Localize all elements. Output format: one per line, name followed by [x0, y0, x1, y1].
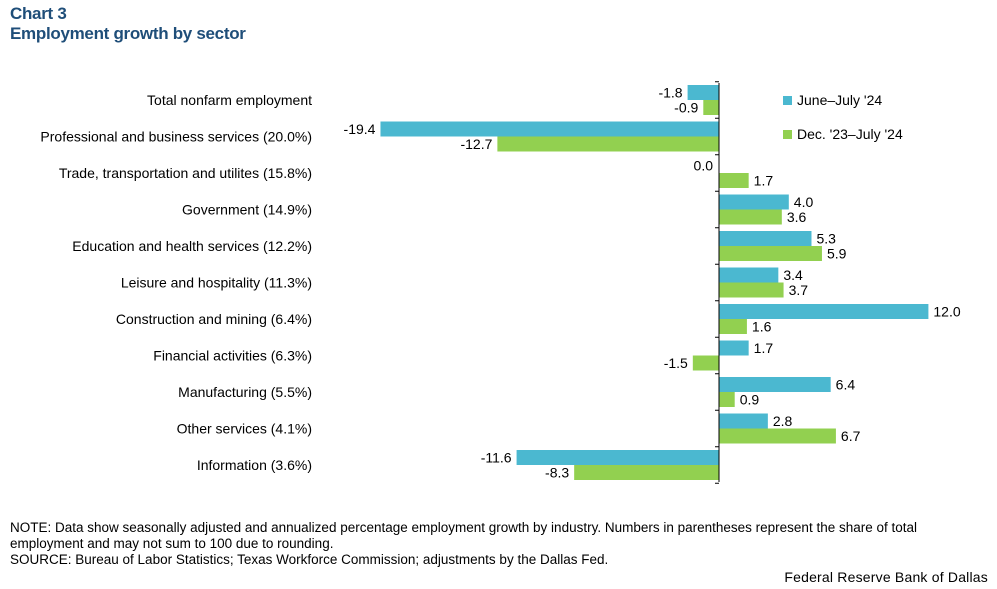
bar-dec-july: [719, 173, 749, 188]
data-label: -1.5: [664, 355, 688, 371]
legend-swatch: [783, 130, 792, 139]
data-label: 4.0: [794, 194, 814, 210]
bar-dec-july: [719, 246, 822, 261]
bar-june-july: [516, 450, 719, 465]
bar-june-july: [719, 377, 831, 392]
data-label: -0.9: [674, 100, 698, 116]
bar-dec-july: [497, 136, 719, 152]
bar-june-july: [719, 413, 768, 429]
data-label: -11.6: [481, 450, 512, 466]
bar-june-july: [719, 304, 929, 319]
category-label: Trade, transportation and utilites (15.8…: [59, 165, 312, 181]
data-label: 5.3: [816, 231, 836, 247]
bar-june-july: [687, 85, 719, 100]
data-label: 12.0: [933, 304, 960, 320]
data-label: 6.4: [836, 377, 856, 393]
chart-note: NOTE: Data show seasonally adjusted and …: [10, 520, 918, 551]
category-label: Professional and business services (20.0…: [40, 129, 312, 145]
category-label: Financial activities (6.3%): [153, 348, 312, 364]
chart-number-label: Chart 3: [10, 4, 67, 23]
data-label: -12.7: [460, 136, 492, 152]
data-label: 2.8: [773, 413, 793, 429]
category-label: Government (14.9%): [182, 202, 312, 218]
bar-dec-july: [719, 282, 784, 298]
category-label: Manufacturing (5.5%): [178, 384, 312, 400]
bar-dec-july: [719, 209, 782, 225]
category-label: Construction and mining (6.4%): [116, 311, 312, 327]
category-label: Other services (4.1%): [177, 421, 312, 437]
bar-dec-july: [719, 392, 735, 407]
bar-june-july: [719, 340, 749, 356]
category-label: Information (3.6%): [197, 457, 312, 473]
category-label: Total nonfarm employment: [147, 92, 312, 108]
bar-june-july: [719, 231, 812, 246]
bar-june-july: [719, 194, 789, 210]
legend-label: Dec. '23–July '24: [797, 126, 903, 142]
legend-swatch: [783, 96, 792, 105]
category-label: Education and health services (12.2%): [72, 238, 312, 254]
data-label: 1.7: [754, 340, 774, 356]
category-label: Leisure and hospitality (11.3%): [121, 275, 312, 291]
data-label: -19.4: [344, 121, 376, 137]
bar-dec-july: [692, 355, 719, 371]
data-label: 3.6: [787, 209, 807, 225]
data-label: 3.4: [783, 267, 803, 283]
data-label: -1.8: [658, 85, 682, 101]
bar-dec-july: [703, 100, 719, 115]
chart-title: Employment growth by sector: [10, 24, 246, 43]
bar-dec-july: [719, 319, 747, 334]
data-label: 1.6: [752, 319, 772, 335]
chart-source: SOURCE: Bureau of Labor Statistics; Texa…: [10, 552, 609, 567]
data-label: 0.0: [694, 158, 714, 174]
data-label: 5.9: [827, 246, 847, 262]
credit-text: Federal Reserve Bank of Dallas: [784, 569, 988, 585]
data-label: -8.3: [545, 465, 569, 481]
data-label: 3.7: [789, 282, 809, 298]
bar-june-july: [719, 267, 779, 283]
data-label: 6.7: [841, 428, 861, 444]
bar-dec-july: [719, 428, 836, 444]
data-label: 0.9: [740, 392, 760, 408]
bar-june-july: [380, 121, 719, 137]
legend-label: June–July '24: [797, 92, 882, 108]
data-label: 1.7: [754, 173, 774, 189]
bar-dec-july: [574, 465, 719, 480]
bar-chart: Total nonfarm employment -1.8-0.9 Professi…: [40, 81, 961, 484]
